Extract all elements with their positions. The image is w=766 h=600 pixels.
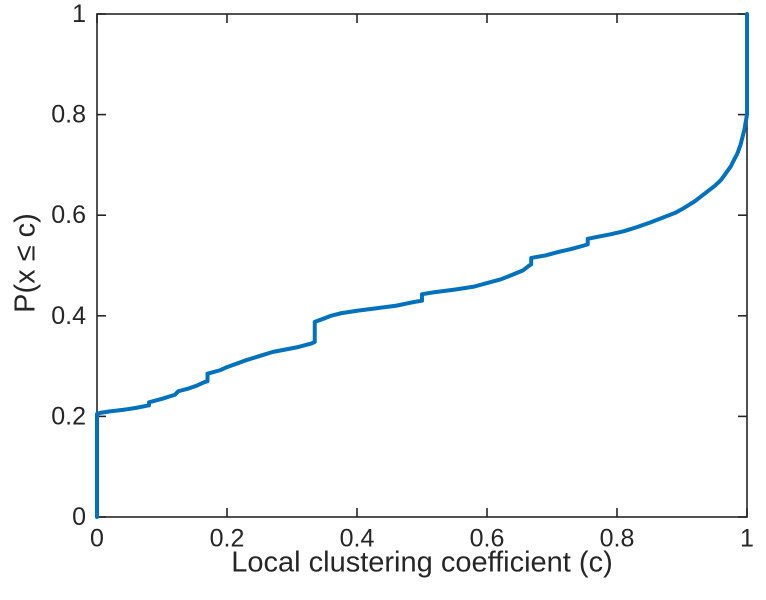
y-tick-label: 0.8 [51, 101, 86, 129]
x-tick-label: 0.8 [600, 525, 635, 553]
y-tick-label: 0.2 [51, 402, 86, 430]
x-tick-label: 0 [90, 525, 104, 553]
y-tick-label: 0.6 [51, 201, 86, 229]
x-tick-label: 0.2 [210, 525, 245, 553]
x-axis-label: Local clustering coefficient (c) [231, 546, 613, 579]
y-axis-label: P(x ≤ c) [9, 213, 42, 313]
x-tick-label: 0.6 [470, 525, 505, 553]
x-tick-label: 1 [740, 525, 754, 553]
x-tick-label: 0.4 [340, 525, 375, 553]
axes-box [96, 13, 748, 518]
y-tick-label: 0.4 [51, 302, 86, 330]
cdf-line [95, 12, 749, 519]
y-tick-label: 0 [72, 503, 86, 531]
y-tick-label: 1 [72, 0, 86, 28]
